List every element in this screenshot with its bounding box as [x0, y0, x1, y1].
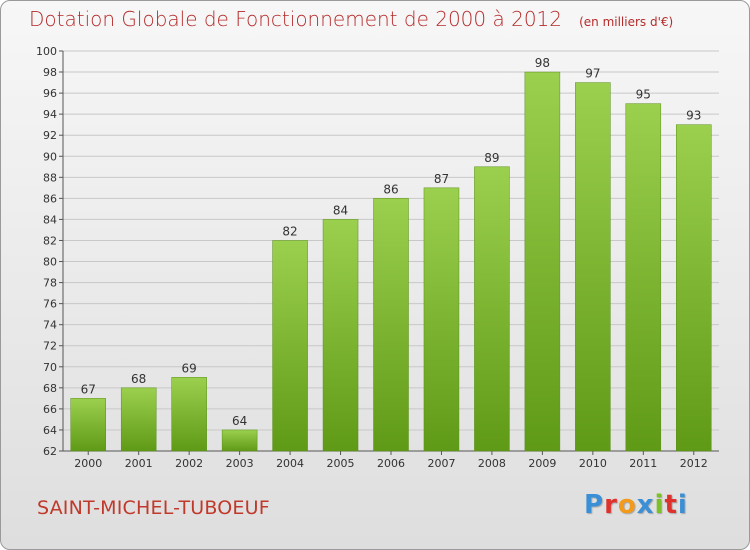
logo-letter: t [664, 490, 678, 520]
x-tick-label-2010: 2010 [579, 457, 607, 470]
x-tick-label-2008: 2008 [478, 457, 506, 470]
data-label-2009: 98 [535, 56, 550, 70]
y-tick-label-88: 88 [43, 171, 57, 184]
bar-2005 [322, 219, 359, 452]
bar-2001 [120, 387, 157, 452]
x-tick-label-2012: 2012 [680, 457, 708, 470]
y-tick-label-74: 74 [43, 319, 57, 332]
bar-2002 [171, 377, 207, 452]
data-label-2003: 64 [232, 414, 247, 428]
y-tick-label-66: 66 [43, 403, 57, 416]
title-row: Dotation Globale de Fonctionnement de 20… [29, 7, 673, 31]
data-label-2010: 97 [585, 67, 600, 81]
logo-letter: r [604, 490, 618, 520]
y-tick-label-82: 82 [43, 234, 57, 247]
x-tick-label-2001: 2001 [125, 457, 153, 470]
x-tick-label-2005: 2005 [327, 457, 355, 470]
x-tick-label-2003: 2003 [226, 457, 254, 470]
bar-2003 [221, 429, 258, 452]
bars [70, 71, 712, 452]
x-tick-label-2006: 2006 [377, 457, 405, 470]
bar-2004 [272, 240, 308, 452]
y-tick-label-80: 80 [43, 256, 57, 269]
y-tick-label-64: 64 [43, 424, 57, 437]
y-tick-label-78: 78 [43, 277, 57, 290]
x-tick-label-2007: 2007 [427, 457, 455, 470]
y-tick-label-84: 84 [43, 213, 57, 226]
x-tick-label-2009: 2009 [528, 457, 556, 470]
data-label-2006: 86 [383, 182, 398, 196]
x-tick-label-2000: 2000 [74, 457, 102, 470]
bar-2012 [676, 124, 712, 452]
data-label-2011: 95 [636, 88, 651, 102]
chart-title: Dotation Globale de Fonctionnement de 20… [29, 7, 562, 31]
y-tick-label-72: 72 [43, 340, 57, 353]
data-label-2001: 68 [131, 372, 146, 386]
logo-letter: i [654, 490, 665, 520]
data-label-2008: 89 [484, 151, 499, 165]
y-tick-label-68: 68 [43, 382, 57, 395]
logo-letter: x [636, 490, 655, 520]
data-label-2004: 82 [282, 224, 297, 238]
bar-2007 [423, 187, 460, 452]
commune-name: SAINT-MICHEL-TUBOEUF [37, 497, 270, 519]
y-tick-label-100: 100 [36, 45, 57, 58]
y-tick-label-90: 90 [43, 150, 57, 163]
y-tick-label-92: 92 [43, 129, 57, 142]
y-tick-label-62: 62 [43, 445, 57, 458]
bar-2000 [70, 398, 106, 452]
bar-2006 [373, 198, 409, 452]
x-tick-label-2011: 2011 [629, 457, 657, 470]
y-tick-label-76: 76 [43, 298, 57, 311]
proxiti-logo[interactable]: Proxiti [584, 490, 688, 520]
x-tick-label-2002: 2002 [175, 457, 203, 470]
y-tick-label-86: 86 [43, 192, 57, 205]
logo-letter: o [617, 490, 637, 520]
data-label-2002: 69 [182, 361, 197, 375]
data-label-2007: 87 [434, 172, 449, 186]
data-label-2005: 84 [333, 203, 348, 217]
bar-2008 [474, 166, 510, 452]
bar-2009 [524, 71, 561, 452]
chart-subtitle: (en milliers d'€) [579, 15, 674, 29]
bar-2011 [625, 103, 662, 452]
y-tick-label-98: 98 [43, 66, 57, 79]
labels: 62 64 66 68 70 72 74 76 78 80 82 84 86 88 90 92 94 96 98 10… [36, 45, 708, 470]
y-tick-label-94: 94 [43, 108, 57, 121]
bar-2010 [575, 82, 611, 452]
y-tick-label-70: 70 [43, 361, 57, 374]
logo-letter: P [584, 490, 605, 520]
data-label-2012: 93 [686, 109, 701, 123]
logo-letter: i [677, 490, 688, 520]
y-tick-label-96: 96 [43, 87, 57, 100]
data-label-2000: 67 [81, 382, 96, 396]
x-tick-label-2004: 2004 [276, 457, 304, 470]
